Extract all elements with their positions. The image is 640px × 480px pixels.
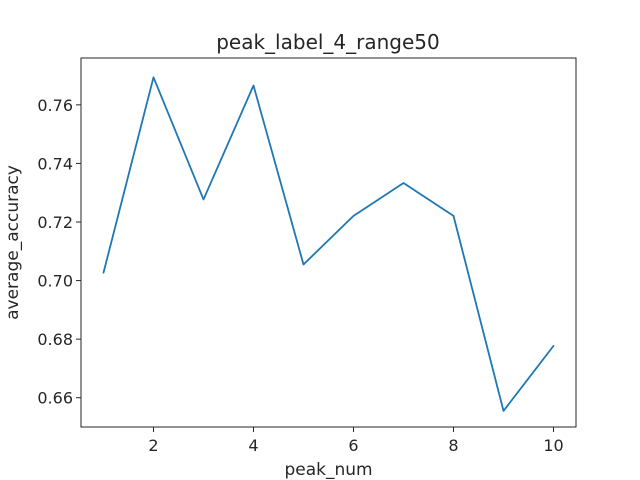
plot-frame [80,57,577,428]
y-tick-label: 0.72 [37,213,73,232]
y-tick-label: 0.70 [37,272,73,291]
plot-area [102,76,555,412]
chart-title: peak_label_4_range50 [216,30,440,54]
x-axis-label: peak_num [284,460,372,480]
x-tick-label: 4 [248,436,258,455]
y-tick-label: 0.66 [37,389,73,408]
x-axis: 2 4 6 8 10 [148,427,564,455]
x-tick-label: 6 [348,436,358,455]
y-axis: 0.66 0.68 0.70 0.72 0.74 0.76 [37,96,81,408]
x-tick-label: 2 [148,436,158,455]
y-tick-label: 0.74 [37,154,73,173]
series-line [102,76,555,412]
x-tick-label: 10 [543,436,563,455]
y-axis-label: average_accuracy [3,165,23,320]
x-tick-label: 8 [448,436,458,455]
y-tick-label: 0.68 [37,330,73,349]
y-tick-label: 0.76 [37,96,73,115]
